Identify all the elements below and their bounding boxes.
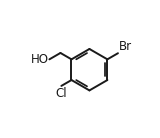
- Text: HO: HO: [31, 53, 48, 66]
- Text: Cl: Cl: [55, 87, 67, 100]
- Text: Br: Br: [119, 40, 132, 53]
